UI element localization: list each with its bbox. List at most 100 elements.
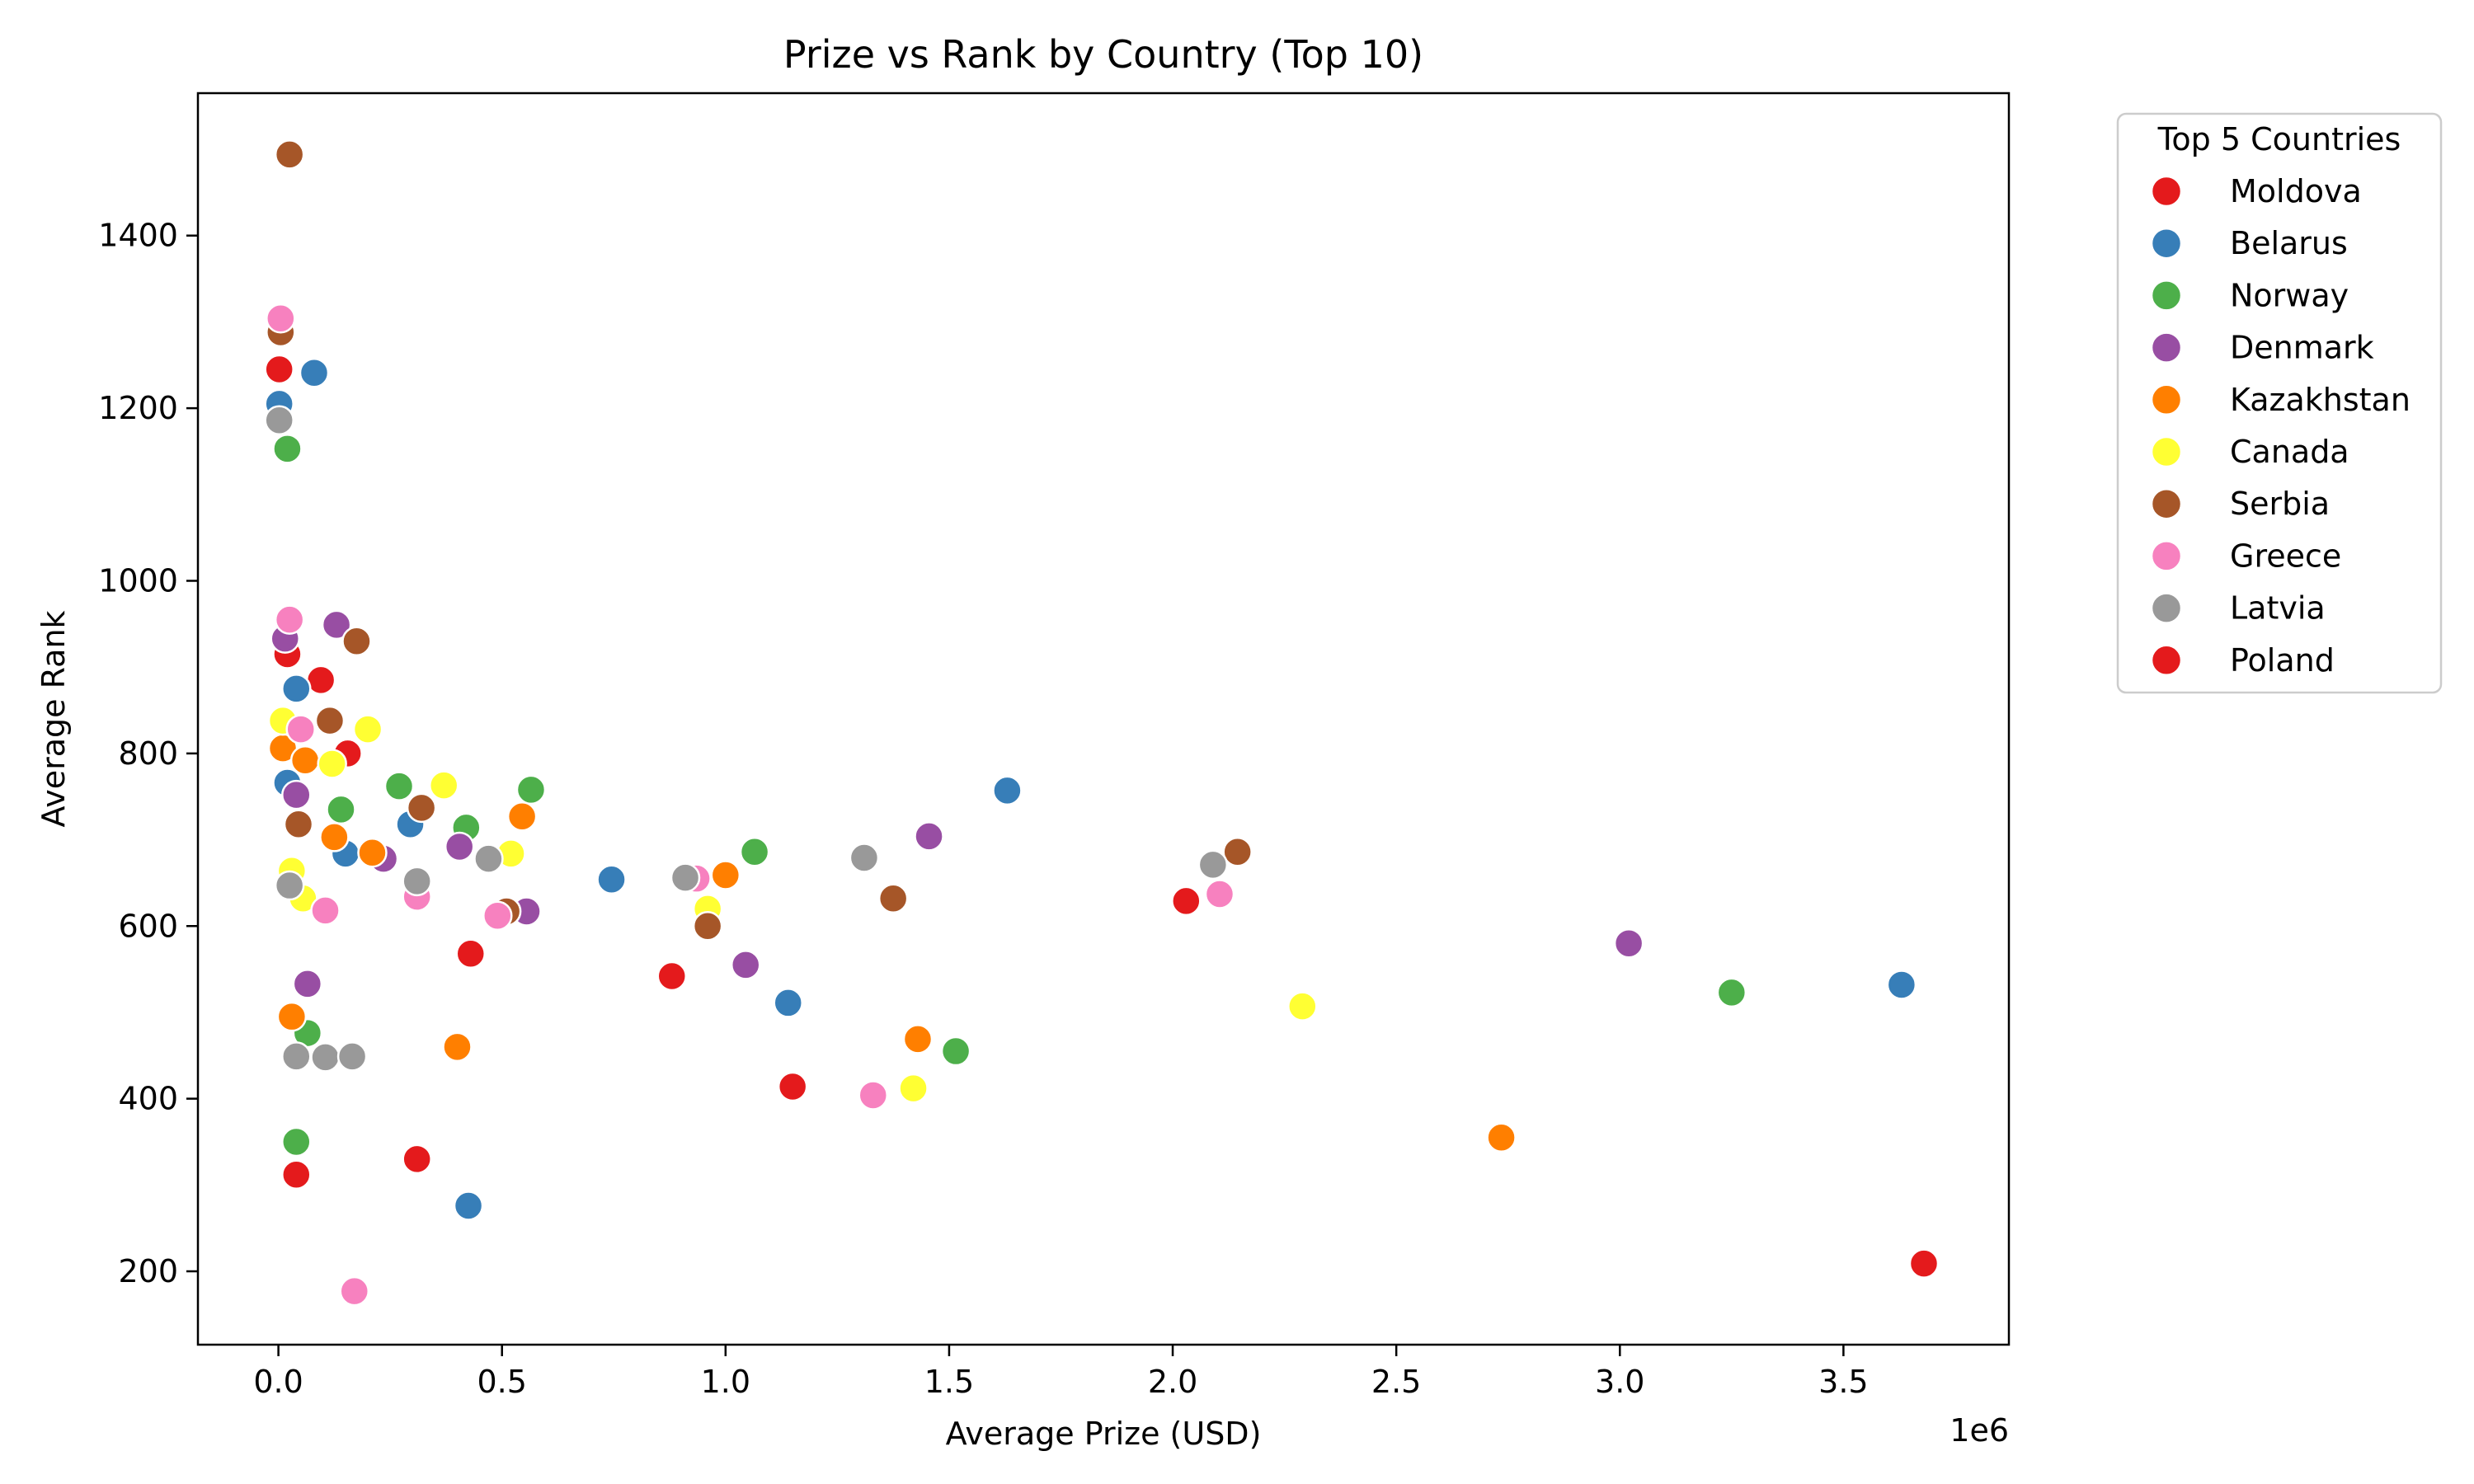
legend-box	[2116, 112, 2443, 694]
legend-entry: Belarus	[2150, 225, 2348, 261]
data-point	[877, 883, 909, 914]
data-point	[940, 1036, 971, 1067]
x-tick-label: 1.0	[701, 1364, 750, 1400]
data-point	[596, 864, 627, 895]
series-canada	[267, 705, 1318, 1104]
data-point	[473, 843, 504, 874]
data-point	[1716, 977, 1747, 1008]
y-tick-label: 1000	[98, 562, 178, 599]
data-point	[402, 1144, 432, 1175]
data-point	[264, 354, 294, 385]
data-point	[339, 1275, 370, 1307]
legend-label: Kazakhstan	[2230, 382, 2411, 418]
data-point	[858, 1080, 889, 1111]
data-point	[326, 794, 356, 825]
data-point	[274, 870, 305, 901]
data-point	[317, 749, 347, 779]
data-point	[914, 821, 944, 852]
data-point	[352, 714, 383, 744]
data-point	[1222, 836, 1253, 867]
y-axis-label: Average Rank	[35, 610, 72, 827]
legend-label: Serbia	[2230, 486, 2330, 522]
data-point	[292, 969, 323, 999]
data-point	[314, 705, 346, 736]
data-point	[383, 771, 415, 801]
y-tick-label: 1400	[98, 218, 178, 254]
data-point	[321, 609, 352, 641]
data-point	[283, 809, 314, 839]
legend: Top 5 Countries Moldova Belarus Norway Denm…	[2116, 112, 2443, 694]
data-point	[442, 1031, 473, 1063]
data-point	[1486, 1122, 1517, 1153]
x-tick-label: 3.0	[1595, 1364, 1644, 1400]
x-axis-ticks: 0.0 0.5 1.0 1.5 2.0 2.5 3.0 3.5	[253, 1345, 1869, 1400]
x-tick-label: 3.5	[1818, 1364, 1868, 1400]
y-tick-label: 1200	[98, 390, 178, 426]
data-point	[670, 862, 701, 893]
data-point	[272, 434, 303, 464]
data-point	[1197, 849, 1229, 881]
legend-label: Canada	[2230, 434, 2349, 470]
legend-entry: Denmark	[2150, 330, 2374, 366]
legend-label: Poland	[2230, 642, 2335, 679]
data-point	[1886, 970, 1917, 1000]
data-point	[506, 801, 538, 832]
data-point	[773, 988, 803, 1018]
data-point	[281, 1126, 312, 1158]
data-point	[406, 792, 437, 824]
plot-frame	[196, 92, 2011, 1346]
data-point	[299, 357, 330, 388]
data-point	[341, 626, 372, 657]
legend-label: Denmark	[2230, 330, 2374, 366]
data-point	[310, 1042, 341, 1073]
x-tick-label: 1.5	[924, 1364, 974, 1400]
x-tick-label: 2.5	[1371, 1364, 1421, 1400]
data-point	[274, 139, 305, 170]
x-axis-offset-label: 1e6	[1950, 1412, 2009, 1449]
data-point	[482, 900, 513, 931]
data-point	[1613, 928, 1644, 959]
data-point	[336, 1041, 368, 1072]
data-point	[357, 838, 388, 868]
legend-entry: Kazakhstan	[2150, 382, 2411, 418]
data-point	[319, 822, 350, 852]
data-point	[992, 775, 1023, 806]
data-point	[777, 1071, 808, 1102]
x-tick-label: 0.0	[253, 1364, 303, 1400]
data-point	[898, 1073, 929, 1104]
legend-marker	[2150, 435, 2183, 468]
legend-marker	[2150, 644, 2183, 677]
y-tick-label: 400	[118, 1081, 178, 1117]
data-point	[455, 938, 487, 970]
legend-marker	[2150, 331, 2183, 364]
data-point	[276, 1001, 308, 1032]
data-point	[281, 674, 312, 704]
x-axis-label: Average Prize (USD)	[946, 1416, 1262, 1452]
data-point	[444, 831, 475, 862]
legend-label: Latvia	[2230, 590, 2326, 627]
plot-area	[264, 139, 1940, 1307]
legend-marker	[2150, 175, 2183, 208]
data-point	[849, 843, 880, 873]
legend-label: Belarus	[2230, 225, 2348, 261]
legend-entry: Serbia	[2150, 486, 2330, 522]
legend-marker	[2150, 383, 2183, 416]
y-tick-label: 600	[118, 908, 178, 944]
legend-entry: Latvia	[2150, 590, 2326, 627]
legend-entry: Canada	[2150, 434, 2349, 470]
x-tick-label: 2.0	[1148, 1364, 1197, 1400]
data-point	[515, 774, 547, 805]
data-point	[274, 604, 305, 635]
data-point	[266, 303, 296, 334]
data-point	[281, 779, 312, 810]
legend-marker	[2150, 487, 2183, 520]
legend-marker	[2150, 227, 2183, 260]
legend-label: Greece	[2230, 538, 2341, 574]
data-point	[281, 1041, 312, 1072]
legend-entry: Greece	[2150, 538, 2341, 574]
y-axis-ticks: 200 400 600 800 1000 1200 1400	[98, 218, 198, 1289]
series-kazakhstan	[267, 733, 1517, 1153]
series-serbia	[266, 139, 1253, 942]
